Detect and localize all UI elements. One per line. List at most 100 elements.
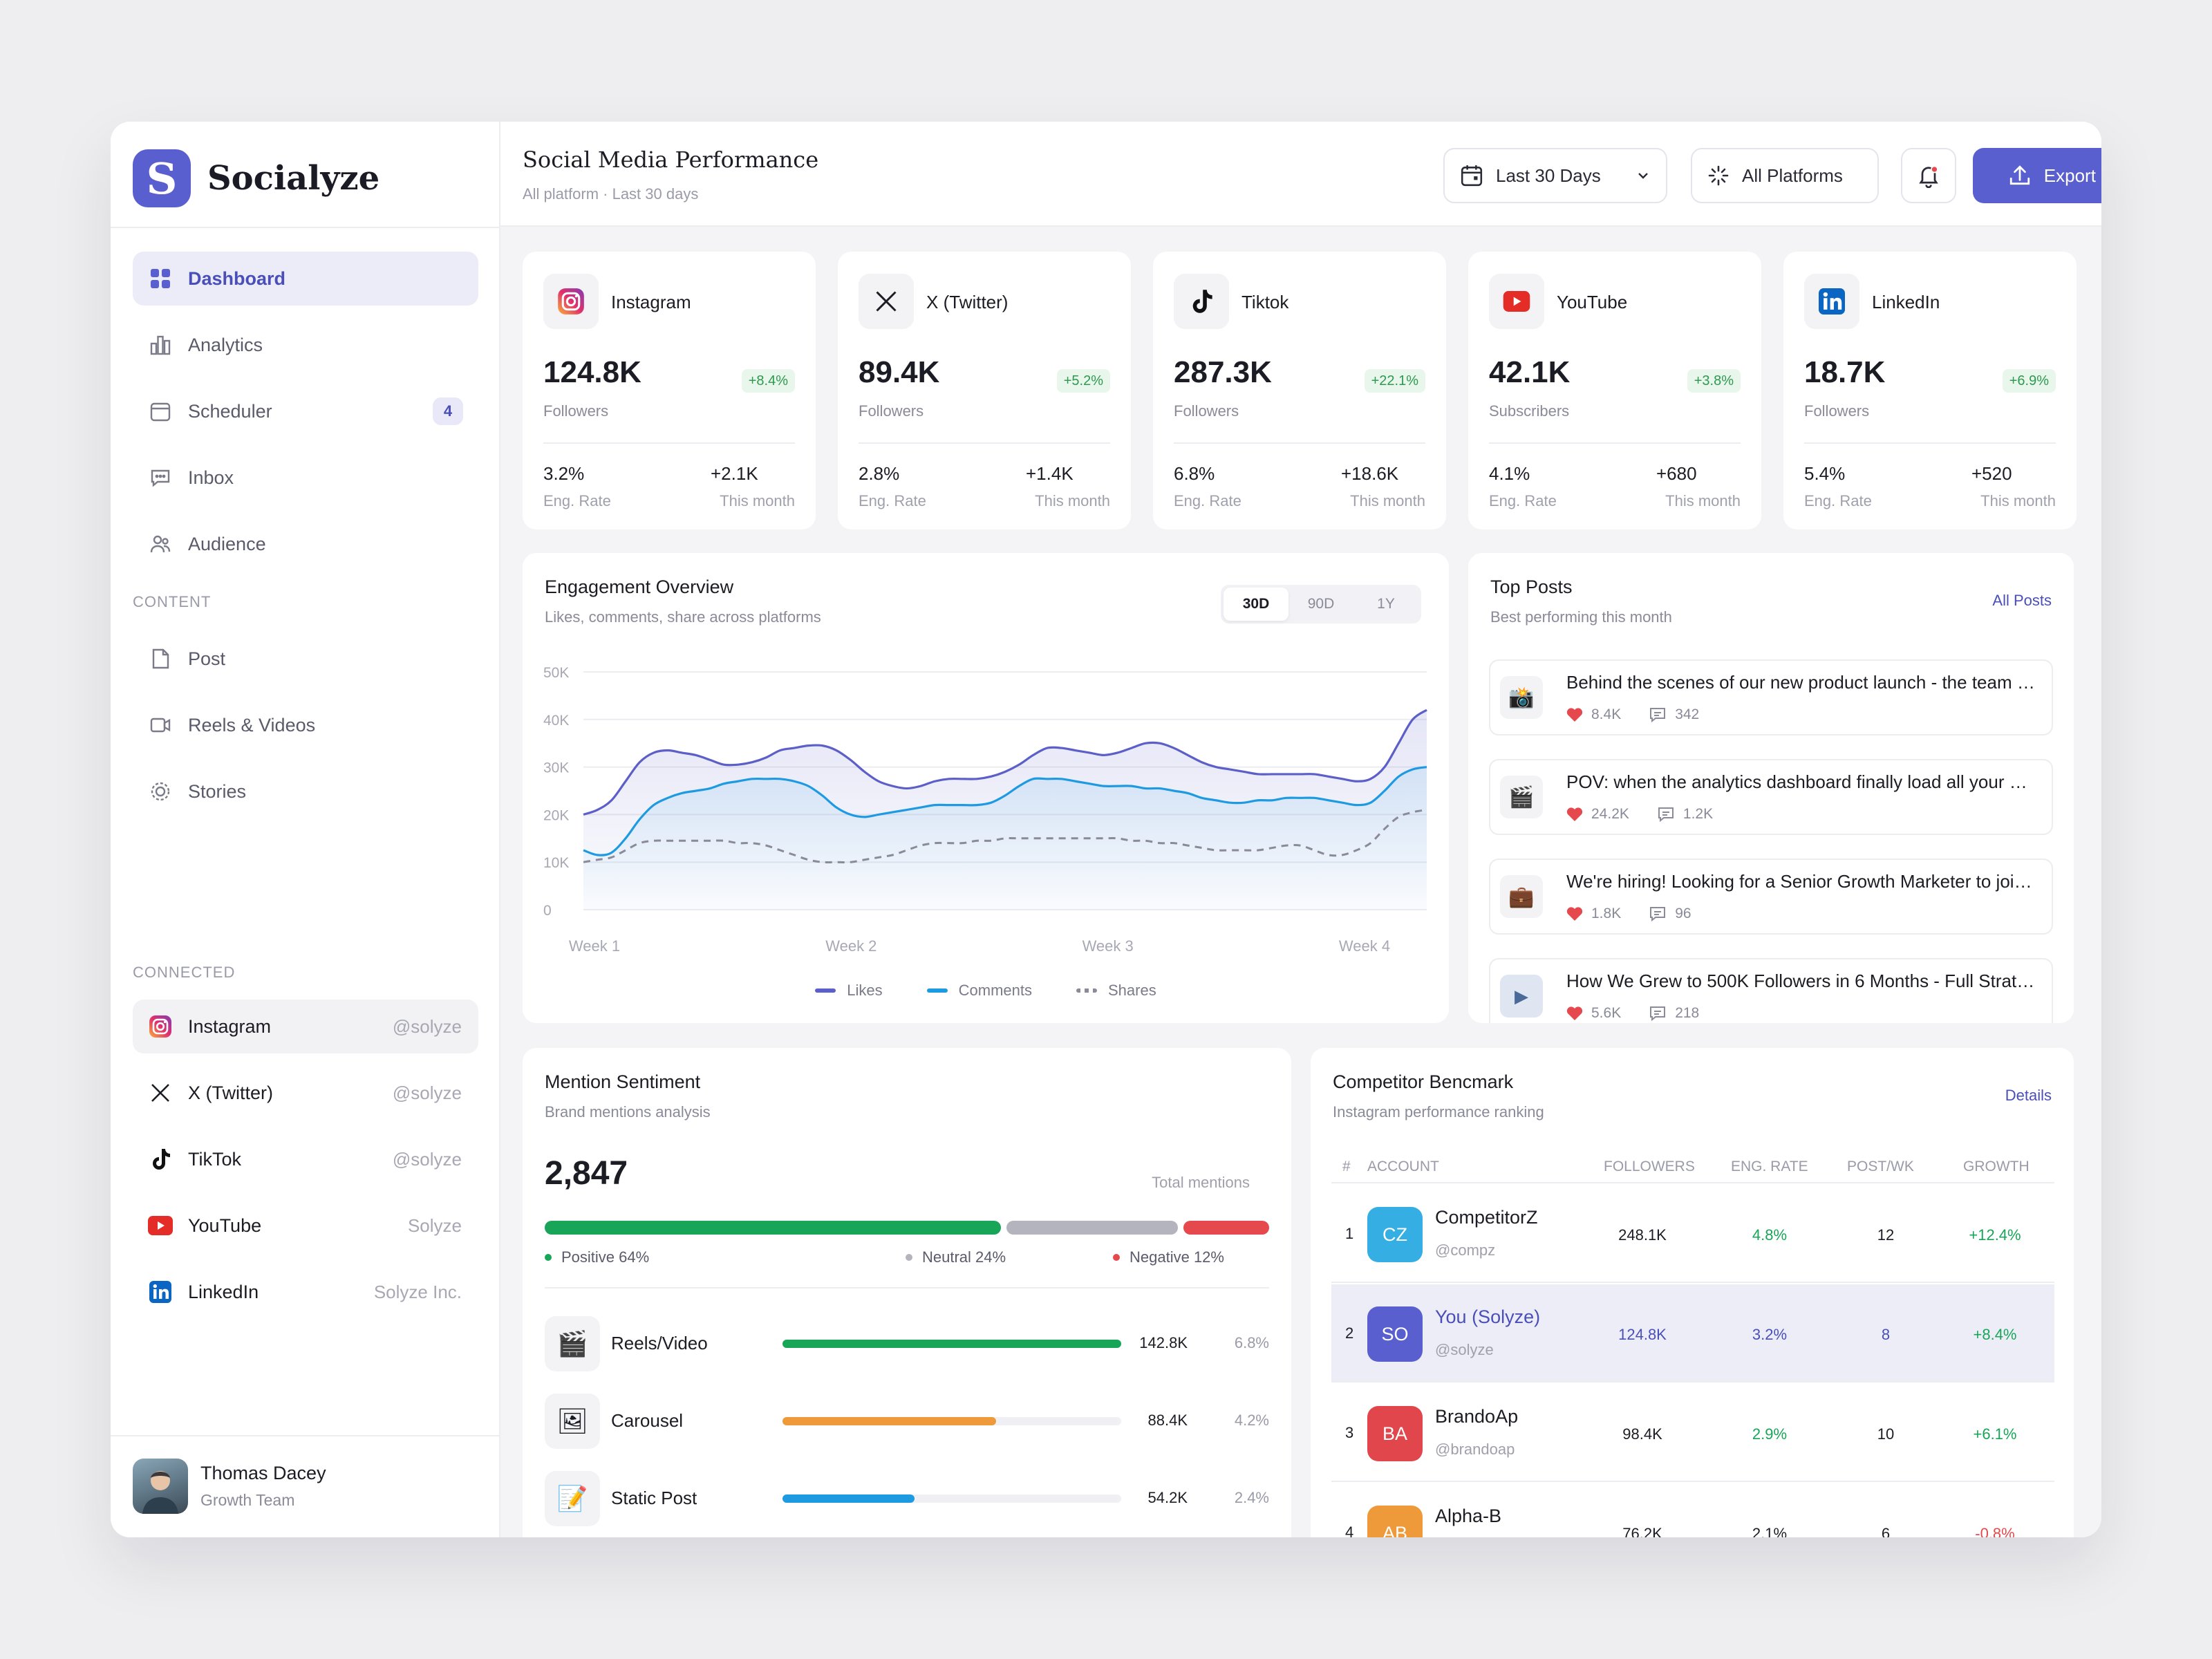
column-header-account[interactable]: ACCOUNT bbox=[1367, 1159, 1439, 1174]
legend-label: Negative 12% bbox=[1130, 1248, 1224, 1266]
nav-item-stories[interactable]: Stories bbox=[133, 765, 478, 818]
details-link[interactable]: Details bbox=[2005, 1087, 2052, 1104]
calendar-icon bbox=[1460, 164, 1483, 187]
legend-item-shares[interactable]: Shares bbox=[1076, 982, 1156, 1000]
legend-item-comments[interactable]: Comments bbox=[926, 982, 1032, 1000]
section-label-connected: CONNECTED bbox=[133, 964, 236, 981]
column-header-followers[interactable]: FOLLOWERS bbox=[1604, 1159, 1695, 1174]
follower-count: 287.3K bbox=[1174, 355, 1272, 389]
table-row[interactable]: 1 CZ CompetitorZ @compz 248.1K 4.8% 12 +12.4% bbox=[1331, 1185, 2054, 1283]
legend-swatch bbox=[1076, 988, 1097, 993]
connected-instagram[interactable]: Instagram @solyze bbox=[133, 1000, 478, 1053]
connected-youtube[interactable]: YouTube Solyze bbox=[133, 1199, 478, 1253]
connected-tiktok[interactable]: TikTok @solyze bbox=[133, 1132, 478, 1186]
legend-label: Likes bbox=[847, 982, 883, 999]
column-header-eng-rate[interactable]: ENG. RATE bbox=[1731, 1159, 1808, 1174]
account-handle: @solyze bbox=[392, 1082, 462, 1103]
user-profile[interactable]: Thomas Dacey Growth Team bbox=[133, 1459, 326, 1514]
user-role: Growth Team bbox=[200, 1491, 295, 1509]
nav-label: Post bbox=[188, 648, 226, 669]
engagement-rate: 6.8% bbox=[1174, 463, 1215, 484]
post-item[interactable]: 🎬 POV: when the analytics dashboard fina… bbox=[1489, 759, 2053, 835]
content-type-value: 54.2K bbox=[1147, 1489, 1188, 1506]
subscriber-label: Subscribers bbox=[1489, 402, 1570, 420]
y-tick-label: 40K bbox=[543, 713, 569, 729]
notifications-button[interactable] bbox=[1901, 148, 1956, 203]
clapperboard-icon: 🎬 bbox=[1500, 776, 1543, 818]
platform-card-x-twitter[interactable]: X (Twitter) 89.4K +5.2% Followers 2.8% E… bbox=[838, 252, 1131, 529]
all-posts-link[interactable]: All Posts bbox=[1992, 592, 2052, 609]
card-title: Engagement Overview bbox=[545, 577, 734, 597]
content-type-row[interactable]: 📝 Static Post 54.2K 2.4% bbox=[545, 1471, 1269, 1526]
post-item[interactable]: 💼 We're hiring! Looking for a Senior Gro… bbox=[1489, 859, 2053, 935]
comment-count: 1.2K bbox=[1683, 806, 1714, 822]
platform-card-youtube[interactable]: YouTube 42.1K +3.8% Subscribers 4.1% Eng… bbox=[1468, 252, 1761, 529]
platform-filter-button[interactable]: All Platforms bbox=[1691, 148, 1879, 203]
divider bbox=[111, 227, 499, 228]
play-video-icon: ▶ bbox=[1500, 975, 1543, 1018]
divider bbox=[859, 442, 1110, 444]
nav-item-scheduler[interactable]: Scheduler 4 bbox=[133, 384, 478, 438]
brand[interactable]: S Socialyze bbox=[133, 149, 379, 207]
nav-item-analytics[interactable]: Analytics bbox=[133, 318, 478, 372]
nav-item-dashboard[interactable]: Dashboard bbox=[133, 252, 478, 306]
like-count: 24.2K bbox=[1591, 806, 1629, 822]
table-row[interactable]: 2 SO You (Solyze) @solyze 124.8K 3.2% 8 +8.4% bbox=[1331, 1284, 2054, 1382]
page-title: Social Media Performance bbox=[523, 147, 819, 173]
nav-label: Inbox bbox=[188, 467, 234, 488]
card-subtitle: Likes, comments, share across platforms bbox=[545, 608, 821, 626]
comment-count: 342 bbox=[1675, 706, 1700, 722]
nav-item-reels-videos[interactable]: Reels & Videos bbox=[133, 698, 478, 752]
account-handle: Solyze Inc. bbox=[373, 1281, 462, 1302]
monthly-gain: +1.4K bbox=[1026, 463, 1074, 484]
content-type-row[interactable]: 🖼 Carousel 88.4K 4.2% bbox=[545, 1394, 1269, 1449]
account-handle: @solyze bbox=[1435, 1341, 1494, 1358]
video-icon bbox=[148, 713, 173, 738]
sentiment-bar-negative[interactable] bbox=[1183, 1221, 1269, 1235]
rank-cell: 2 bbox=[1345, 1324, 1354, 1342]
date-range-dropdown[interactable]: Last 30 Days bbox=[1443, 148, 1667, 203]
scheduler-count-badge: 4 bbox=[433, 397, 463, 425]
nav-item-post[interactable]: Post bbox=[133, 632, 478, 686]
date-range-value: Last 30 Days bbox=[1496, 165, 1601, 186]
connected-linkedin[interactable]: LinkedIn Solyze Inc. bbox=[133, 1265, 478, 1319]
nav-item-inbox[interactable]: Inbox bbox=[133, 451, 478, 505]
competitor-benchmark-card: Competitor Bencmark Instagram performanc… bbox=[1311, 1048, 2074, 1537]
export-report-button[interactable]: Export Report bbox=[1973, 148, 2101, 203]
legend-item-likes[interactable]: Likes bbox=[815, 982, 883, 1000]
heart-icon bbox=[1566, 807, 1583, 822]
engagement-rate: 2.8% bbox=[859, 463, 900, 484]
engagement-rate-label: Eng. Rate bbox=[859, 492, 926, 509]
top-posts-card: Top Posts Best performing this month All… bbox=[1468, 553, 2074, 1023]
table-row[interactable]: 3 BA BrandoAp @brandoap 98.4K 2.9% 10 +6.1% bbox=[1331, 1384, 2054, 1482]
post-item[interactable]: ▶ How We Grew to 500K Followers in 6 Mon… bbox=[1489, 958, 2053, 1023]
eng-rate-cell: 4.8% bbox=[1752, 1226, 1788, 1244]
connected-x-twitter[interactable]: X (Twitter) @solyze bbox=[133, 1066, 478, 1120]
column-header-post-wk[interactable]: POST/WK bbox=[1847, 1159, 1914, 1174]
platform-card-instagram[interactable]: Instagram 124.8K +8.4% Followers 3.2% En… bbox=[523, 252, 816, 529]
nav-item-audience[interactable]: Audience bbox=[133, 517, 478, 571]
range-tab-30d[interactable]: 30D bbox=[1224, 588, 1288, 621]
legend-label: Comments bbox=[958, 982, 1032, 999]
platform-card-linkedin[interactable]: LinkedIn 18.7K +6.9% Followers 5.4% Eng.… bbox=[1783, 252, 2077, 529]
chat-icon bbox=[148, 465, 173, 490]
growth-badge: +5.2% bbox=[1056, 369, 1110, 393]
comments-area bbox=[583, 767, 1427, 910]
range-tab-1y[interactable]: 1Y bbox=[1377, 596, 1395, 612]
content-type-row[interactable]: 🎬 Reels/Video 142.8K 6.8% bbox=[545, 1316, 1269, 1371]
rank-cell: 3 bbox=[1345, 1424, 1354, 1441]
progress-fill bbox=[782, 1494, 915, 1503]
post-item[interactable]: 📸 Behind the scenes of our new product l… bbox=[1489, 659, 2053, 735]
sentiment-bar-positive[interactable] bbox=[545, 1221, 1002, 1235]
account-name: CompetitorZ bbox=[1435, 1207, 1538, 1228]
range-tab-90d[interactable]: 90D bbox=[1307, 596, 1335, 612]
column-header-growth[interactable]: GROWTH bbox=[1963, 1159, 2030, 1174]
column-header-rank[interactable]: # bbox=[1342, 1159, 1351, 1174]
monthly-gain-label: This month bbox=[720, 492, 795, 509]
sentiment-bar-neutral[interactable] bbox=[1006, 1221, 1179, 1235]
platform-card-tiktok[interactable]: Tiktok 287.3K +22.1% Followers 6.8% Eng.… bbox=[1153, 252, 1446, 529]
nav-label: YouTube bbox=[188, 1215, 262, 1236]
total-mentions-label: Total mentions bbox=[1152, 1174, 1250, 1191]
card-title: Top Posts bbox=[1490, 577, 1573, 597]
